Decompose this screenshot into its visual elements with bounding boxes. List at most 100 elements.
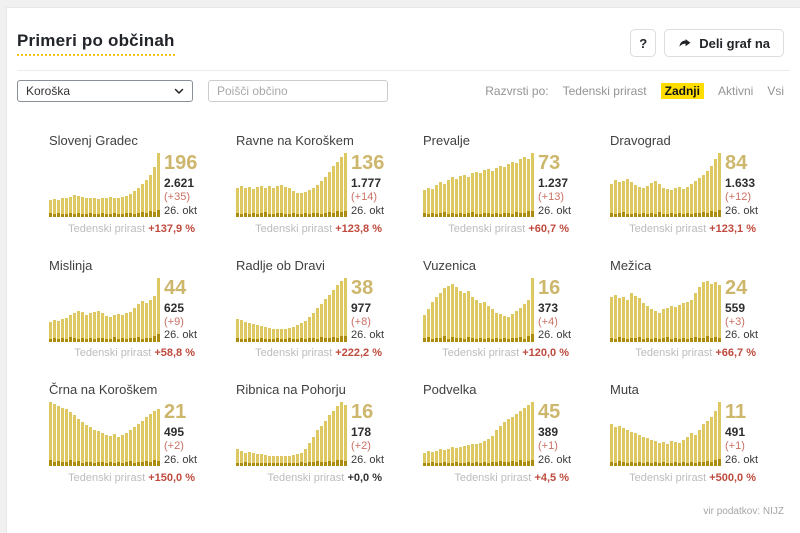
municipality-name: Podvelka	[423, 382, 477, 397]
weekly-growth-value: +222,2 %	[335, 347, 382, 359]
new-cases-delta: (+13)	[538, 191, 564, 203]
share-button-label: Deli graf na	[699, 35, 770, 51]
municipality-card: Mislinja 44 625 (+9) 26. okt Tedenski pr…	[49, 257, 197, 359]
share-arrow-icon	[678, 37, 692, 50]
weekly-growth-value: +120,0 %	[522, 347, 569, 359]
weekly-growth-value: +0,0 %	[347, 471, 382, 484]
sort-option-zadnji[interactable]: Zadnji	[660, 83, 704, 99]
last-day-cases-value: 16	[538, 276, 561, 299]
last-date: 26. okt	[538, 204, 572, 217]
new-cases-delta: (+12)	[725, 191, 751, 203]
total-cases-value: 1.633	[725, 176, 756, 190]
weekly-growth-label: Tedenski prirast	[255, 222, 333, 235]
total-cases-value: 2.621	[164, 176, 195, 190]
weekly-growth-value: +500,0 %	[709, 471, 756, 484]
chevron-down-icon	[173, 85, 185, 100]
total-cases-value: 178	[351, 425, 372, 439]
municipality-name: Ravne na Koroškem	[236, 133, 354, 148]
weekly-growth-value: +150,0 %	[148, 471, 195, 484]
sort-option-aktivni[interactable]: Aktivni	[717, 84, 754, 98]
new-cases-delta: (+9)	[164, 315, 184, 328]
last-date: 26. okt	[351, 204, 385, 217]
last-date: 26. okt	[538, 329, 572, 342]
last-date: 26. okt	[725, 453, 759, 466]
municipality-card: Radlje ob Dravi 38 977 (+8) 26. okt Tede…	[236, 258, 385, 359]
municipality-name: Vuzenica	[423, 257, 476, 273]
cases-bar-chart[interactable]	[49, 277, 161, 342]
last-day-cases-value: 11	[725, 401, 747, 423]
cases-bar-chart[interactable]	[423, 153, 535, 217]
cases-bar-chart[interactable]	[610, 153, 722, 217]
weekly-growth-label: Tedenski prirast	[635, 347, 713, 359]
cases-bar-chart[interactable]	[423, 277, 535, 342]
municipality-name: Mislinja	[49, 257, 93, 273]
new-cases-delta: (+8)	[351, 315, 371, 328]
cases-bar-chart[interactable]	[236, 277, 348, 342]
question-mark-icon: ?	[639, 35, 648, 51]
last-day-cases-value: 45	[538, 401, 561, 423]
weekly-growth-value: +58,8 %	[154, 347, 195, 359]
municipality-card: Podvelka 45 389 (+1) 26. okt Tedenski pr…	[423, 382, 571, 484]
new-cases-delta: (+2)	[164, 440, 184, 452]
last-date: 26. okt	[164, 453, 198, 466]
weekly-growth-label: Tedenski prirast	[629, 222, 707, 235]
municipality-card: Črna na Koroškem 21 495 (+2) 26. okt Ted…	[49, 382, 198, 484]
weekly-growth-label: Tedenski prirast	[68, 222, 146, 235]
sort-label: Razvrsti po:	[485, 84, 549, 98]
sort-option-vsi[interactable]: Vsi	[767, 84, 784, 98]
municipality-name: Prevalje	[423, 133, 470, 148]
municipality-card: Mežica 24 559 (+3) 26. okt Tedenski prir…	[610, 258, 759, 359]
region-select[interactable]: Koroška	[17, 80, 193, 102]
municipality-card: Slovenj Gradec 196 2.621 (+35) 26. okt T…	[49, 133, 198, 235]
last-day-cases-value: 196	[164, 152, 198, 174]
share-button[interactable]: Deli graf na	[664, 29, 784, 57]
cases-bar-chart[interactable]	[49, 402, 161, 466]
last-day-cases-value: 44	[164, 276, 187, 299]
cases-bar-chart[interactable]	[49, 153, 161, 217]
municipality-cards-grid: Slovenj Gradec 196 2.621 (+35) 26. okt T…	[49, 133, 800, 484]
municipality-card: Vuzenica 16 373 (+4) 26. okt Tedenski pr…	[423, 257, 572, 359]
last-day-cases-value: 38	[351, 276, 374, 299]
total-cases-value: 559	[725, 300, 746, 315]
header-divider	[17, 70, 790, 71]
total-cases-value: 495	[164, 425, 185, 439]
total-cases-value: 625	[164, 300, 185, 315]
last-day-cases-value: 16	[351, 401, 374, 423]
cases-bar-chart[interactable]	[236, 153, 348, 217]
municipality-card: Ravne na Koroškem 136 1.777 (+14) 26. ok…	[236, 133, 385, 235]
municipality-search-input[interactable]	[208, 80, 388, 102]
total-cases-value: 1.237	[538, 176, 569, 190]
weekly-growth-value: +123,1 %	[709, 222, 756, 235]
total-cases-value: 1.777	[351, 176, 382, 190]
municipality-card: Muta 11 491 (+1) 26. okt Tedenski priras…	[610, 382, 759, 484]
total-cases-value: 977	[351, 300, 372, 315]
last-date: 26. okt	[351, 329, 385, 342]
municipalities-panel: Primeri po občinah ? Deli graf na Korošk…	[6, 7, 800, 533]
cases-bar-chart[interactable]	[610, 278, 722, 342]
sort-controls: Razvrsti po: Tedenski prirast Zadnji Akt…	[485, 83, 784, 99]
municipality-card: Dravograd 84 1.633 (+12) 26. okt Tedensk…	[610, 133, 759, 235]
last-day-cases-value: 24	[725, 276, 748, 299]
total-cases-value: 389	[538, 425, 559, 439]
weekly-growth-label: Tedenski prirast	[442, 347, 520, 359]
last-day-cases-value: 21	[164, 401, 187, 423]
last-date: 26. okt	[351, 453, 385, 466]
municipality-card: Prevalje 73 1.237 (+13) 26. okt Tedenski…	[423, 133, 572, 235]
weekly-growth-value: +137,9 %	[148, 222, 195, 235]
cases-bar-chart[interactable]	[423, 402, 535, 466]
new-cases-delta: (+1)	[538, 440, 558, 452]
cases-bar-chart[interactable]	[236, 402, 348, 466]
help-button[interactable]: ?	[630, 29, 657, 57]
weekly-growth-label: Tedenski prirast	[267, 471, 345, 484]
weekly-growth-label: Tedenski prirast	[629, 471, 707, 484]
data-source-note: vir podatkov: NIJZ	[703, 506, 784, 517]
panel-header: Primeri po občinah ? Deli graf na	[7, 8, 800, 57]
last-date: 26. okt	[725, 204, 759, 217]
sort-option-tedenski-prirast[interactable]: Tedenski prirast	[562, 84, 647, 98]
new-cases-delta: (+4)	[538, 315, 558, 328]
new-cases-delta: (+14)	[351, 191, 377, 203]
last-date: 26. okt	[725, 329, 759, 342]
weekly-growth-label: Tedenski prirast	[74, 347, 152, 359]
municipality-name: Ribnica na Pohorju	[236, 382, 346, 397]
cases-bar-chart[interactable]	[610, 402, 722, 466]
